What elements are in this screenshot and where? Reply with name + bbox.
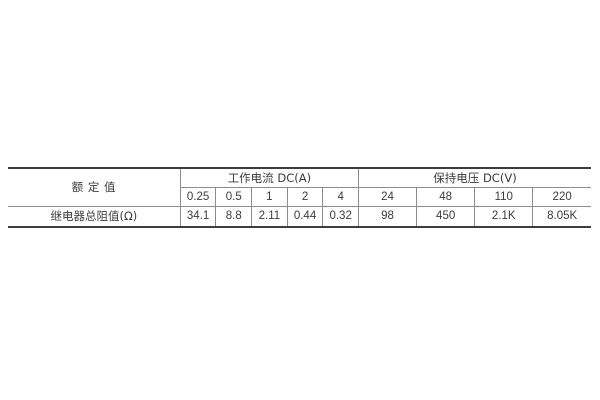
current-column-4: 4 xyxy=(322,187,359,207)
group-heading-holding-voltage: 保持电压 DC(V) xyxy=(358,167,591,188)
voltage-column-0: 24 xyxy=(357,187,418,207)
total-resistance-row-label: 继电器总阻值(Ω) xyxy=(8,206,181,228)
rated-value-header: 额 定 值 xyxy=(8,167,181,207)
table-row-column-values: 0.25 0.5 1 2 4 24 48 110 220 xyxy=(8,187,591,207)
table-row-total-resistance: 继电器总阻值(Ω) 34.1 8.8 2.11 0.44 0.32 98 450… xyxy=(8,206,591,228)
group-heading-operating-current: 工作电流 DC(A) xyxy=(179,167,360,188)
voltage-resistance-1: 450 xyxy=(416,206,476,228)
table-row-group-headings: 额 定 值 工作电流 DC(A) 保持电压 DC(V) xyxy=(8,167,591,207)
voltage-column-3: 220 xyxy=(532,187,591,207)
voltage-resistance-3: 8.05K xyxy=(532,206,591,228)
current-column-3: 2 xyxy=(286,187,324,207)
current-resistance-4: 0.32 xyxy=(322,206,359,228)
voltage-resistance-2: 2.1K xyxy=(474,206,534,228)
current-resistance-1: 8.8 xyxy=(215,206,253,228)
current-column-1: 0.5 xyxy=(215,187,253,207)
relay-spec-table: 额 定 值 工作电流 DC(A) 保持电压 DC(V) 0.25 0.5 1 2… xyxy=(8,167,591,228)
current-column-0: 0.25 xyxy=(179,187,217,207)
voltage-column-2: 110 xyxy=(474,187,534,207)
current-resistance-2: 2.11 xyxy=(251,206,288,228)
current-column-2: 1 xyxy=(251,187,288,207)
voltage-column-1: 48 xyxy=(416,187,476,207)
voltage-resistance-0: 98 xyxy=(357,206,418,228)
spec-table-container: 额 定 值 工作电流 DC(A) 保持电压 DC(V) 0.25 0.5 1 2… xyxy=(8,167,591,228)
current-resistance-3: 0.44 xyxy=(286,206,324,228)
current-resistance-0: 34.1 xyxy=(179,206,217,228)
